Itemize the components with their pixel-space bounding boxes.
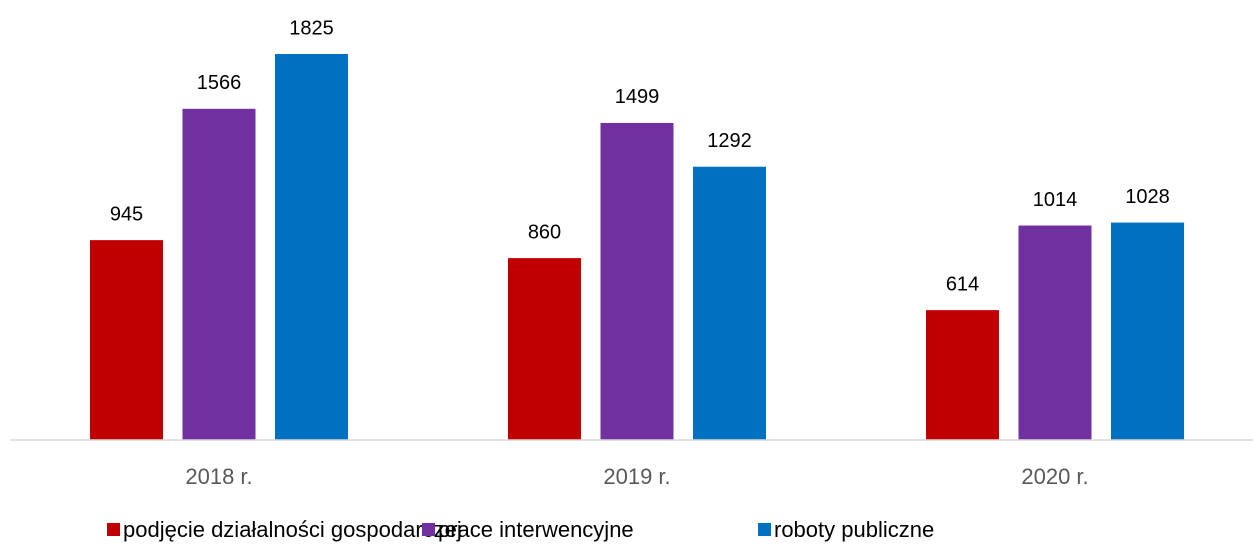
data-label: 1825 xyxy=(289,17,334,39)
x-tick-label: 2019 r. xyxy=(603,464,670,489)
data-label: 1028 xyxy=(1125,186,1170,208)
data-label: 1014 xyxy=(1033,189,1078,211)
bar xyxy=(1018,225,1092,440)
legend-label: roboty publiczne xyxy=(774,517,934,542)
bar xyxy=(1111,222,1184,440)
bar xyxy=(182,108,256,440)
x-tick-label: 2020 r. xyxy=(1021,464,1088,489)
bar xyxy=(600,122,674,441)
bar xyxy=(508,258,581,440)
bar xyxy=(275,54,348,440)
data-label: 1292 xyxy=(707,130,752,152)
data-label: 860 xyxy=(528,221,561,243)
bar xyxy=(90,240,163,440)
x-tick-label: 2018 r. xyxy=(185,464,252,489)
data-label: 1499 xyxy=(615,86,660,108)
data-label: 614 xyxy=(946,273,979,295)
legend-swatch xyxy=(107,523,120,536)
legend-label: podjęcie działalności gospodarczej xyxy=(123,517,462,542)
bar xyxy=(693,166,766,440)
data-label: 1566 xyxy=(197,72,242,94)
data-label: 945 xyxy=(110,203,143,225)
legend-label: prace interwencyjne xyxy=(438,517,634,542)
bar xyxy=(926,310,999,440)
legend-swatch xyxy=(422,523,435,536)
legend-swatch xyxy=(758,523,771,536)
